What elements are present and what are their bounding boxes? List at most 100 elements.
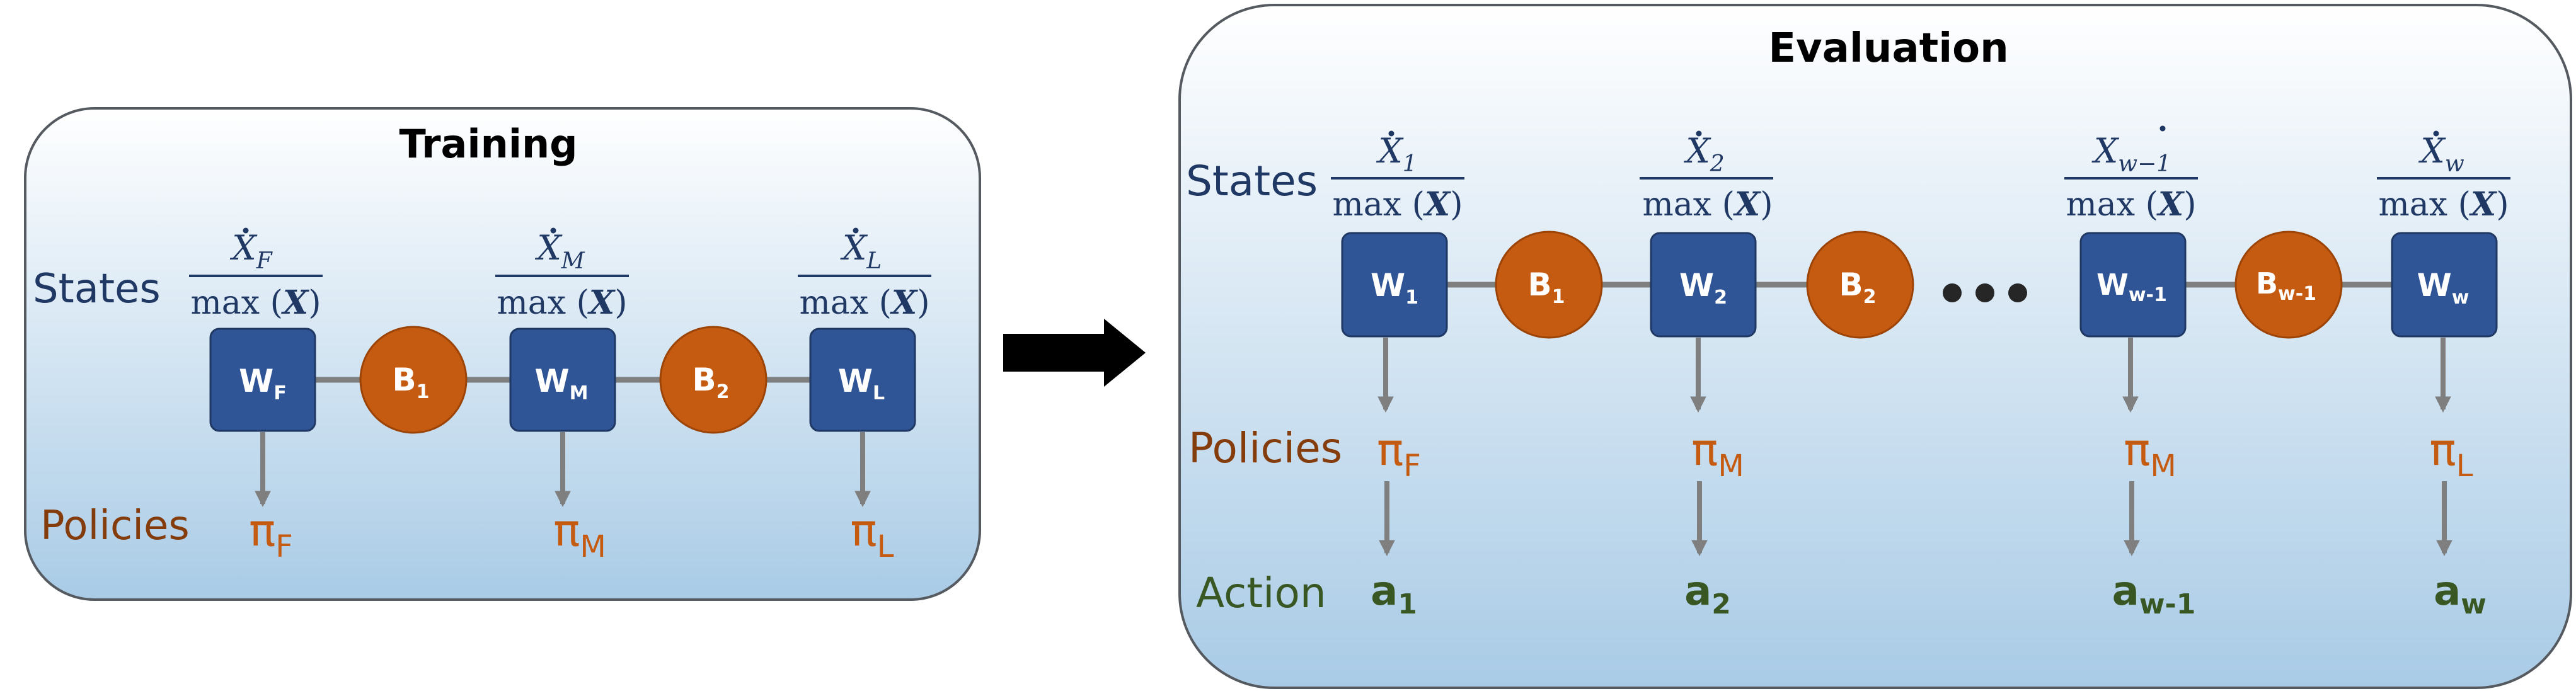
node-sub: 1 bbox=[1552, 286, 1565, 308]
training-node-b-1: B1 bbox=[359, 326, 468, 434]
svg-text:B2: B2 bbox=[1839, 266, 1877, 308]
evaluation-policies-label: Policies bbox=[1188, 424, 1342, 472]
node-sub: 2 bbox=[716, 381, 730, 403]
dot-accent-icon bbox=[550, 227, 556, 234]
svg-text:max (X): max (X) bbox=[799, 283, 929, 322]
evaluation-node-w-w-minus-1: Ww-1 bbox=[2079, 232, 2187, 338]
node-circle bbox=[359, 326, 468, 434]
dot-accent-icon bbox=[2159, 125, 2166, 132]
fraction-denominator-bold: X bbox=[587, 283, 616, 322]
node-box bbox=[209, 328, 316, 432]
evaluation-states-label: States bbox=[1186, 157, 1318, 205]
fraction-numerator: X bbox=[534, 228, 563, 268]
fraction-denominator-bold: X bbox=[2156, 185, 2185, 224]
fraction-denominator-end: ) bbox=[1760, 186, 1773, 224]
svg-text:B1: B1 bbox=[1528, 266, 1565, 308]
node-sub: 1 bbox=[417, 381, 430, 403]
node-sub: w-1 bbox=[2278, 283, 2316, 305]
training-node-w-f: WF bbox=[209, 328, 316, 432]
fraction-denominator-end: ) bbox=[917, 284, 929, 322]
fraction-denominator: max ( bbox=[2378, 186, 2470, 224]
training-fraction-m: XM max (X) bbox=[495, 227, 629, 322]
node-sub: 2 bbox=[1714, 287, 1727, 309]
svg-text:max (X): max (X) bbox=[2378, 185, 2509, 224]
training-fraction-l: XL max (X) bbox=[798, 227, 931, 322]
training-node-b-2: B2 bbox=[659, 326, 768, 434]
evaluation-action-2: a2 bbox=[1684, 568, 1731, 620]
evaluation-action-1: a1 bbox=[1371, 568, 1417, 620]
fraction-denominator: max ( bbox=[190, 284, 282, 322]
svg-text:B2: B2 bbox=[693, 362, 730, 403]
evaluation-action-label: Action bbox=[1196, 569, 1326, 617]
fraction-sub: M bbox=[561, 248, 585, 274]
node-sub: w bbox=[2452, 287, 2470, 309]
svg-text:max (X): max (X) bbox=[1642, 185, 1773, 224]
evaluation-fraction-w-minus-1: Xw−1 max (X) bbox=[2064, 125, 2198, 224]
fraction-denominator: max ( bbox=[799, 284, 891, 322]
svg-text:W1: W1 bbox=[1371, 267, 1418, 309]
evaluation-node-b-w-minus-1: Bw-1 bbox=[2234, 231, 2343, 339]
node-label: W bbox=[1679, 267, 1714, 304]
fraction-denominator-bold: X bbox=[1423, 185, 1452, 224]
node-label: W bbox=[1371, 267, 1405, 304]
fraction-sub: 2 bbox=[1710, 151, 1725, 177]
fraction-denominator: max ( bbox=[2066, 186, 2158, 224]
svg-text:Ww-1: Ww-1 bbox=[2096, 268, 2167, 306]
fraction-denominator: max ( bbox=[497, 284, 589, 322]
svg-text:max (X): max (X) bbox=[497, 283, 627, 322]
svg-text:XF: XF bbox=[229, 228, 273, 274]
dot-accent-icon bbox=[1388, 130, 1394, 137]
evaluation-policy-3: πM bbox=[2124, 424, 2176, 484]
svg-text:WM: WM bbox=[534, 363, 588, 404]
fraction-numerator: X bbox=[2091, 131, 2120, 171]
evaluation-fraction-1: X1 max (X) bbox=[1331, 130, 1464, 224]
evaluation-node-w-w: Ww bbox=[2391, 232, 2498, 338]
svg-text:XM: XM bbox=[534, 228, 585, 274]
evaluation-node-b-2: B2 bbox=[1806, 231, 1914, 339]
node-label: B bbox=[393, 362, 417, 398]
svg-text:Ww: Ww bbox=[2417, 267, 2470, 309]
fraction-sub: 1 bbox=[1403, 151, 1417, 177]
svg-text:X1: X1 bbox=[1376, 131, 1417, 177]
fraction-numerator: X bbox=[1683, 131, 1711, 171]
node-label: B bbox=[693, 362, 716, 398]
ellipsis-icon bbox=[1943, 283, 2027, 302]
evaluation-policy-2: πM bbox=[1691, 424, 1744, 484]
evaluation-policy-1: πF bbox=[1377, 424, 1421, 484]
svg-text:WL: WL bbox=[838, 363, 885, 404]
node-sub: w-1 bbox=[2129, 284, 2167, 306]
training-states-label: States bbox=[33, 266, 161, 312]
fraction-denominator-bold: X bbox=[2469, 185, 2498, 224]
node-label: W bbox=[2096, 268, 2129, 302]
training-title: Training bbox=[399, 121, 577, 167]
svg-text:X2: X2 bbox=[1683, 131, 1724, 177]
svg-text:Xw: Xw bbox=[2418, 131, 2464, 177]
node-label: W bbox=[838, 363, 873, 399]
fraction-sub: L bbox=[866, 248, 882, 274]
fraction-denominator: max ( bbox=[1332, 186, 1424, 224]
evaluation-panel: Evaluation States Policies Action X1 max… bbox=[1178, 4, 2572, 689]
fraction-numerator: X bbox=[1376, 131, 1404, 171]
training-fraction-f: XF max (X) bbox=[189, 227, 323, 322]
node-box bbox=[509, 328, 616, 432]
fraction-denominator: max ( bbox=[1642, 186, 1734, 224]
node-label: B bbox=[1839, 266, 1863, 303]
node-sub: F bbox=[273, 382, 287, 404]
fraction-numerator: X bbox=[229, 228, 258, 268]
svg-text:WF: WF bbox=[239, 363, 287, 404]
dot-accent-icon bbox=[2433, 130, 2439, 137]
node-sub: L bbox=[873, 382, 885, 404]
evaluation-fraction-2: X2 max (X) bbox=[1640, 130, 1773, 224]
node-sub: M bbox=[570, 382, 589, 404]
evaluation-panel-box bbox=[1178, 4, 2572, 689]
node-circle bbox=[1806, 231, 1914, 339]
node-box bbox=[2391, 232, 2498, 338]
training-panel: Training States Policies XF max (X) XM m… bbox=[24, 107, 981, 601]
training-node-w-l: WL bbox=[809, 328, 916, 432]
svg-text:XL: XL bbox=[840, 228, 882, 274]
svg-text:max (X): max (X) bbox=[2066, 185, 2196, 224]
fraction-denominator-bold: X bbox=[890, 283, 919, 322]
svg-text:Xw−1: Xw−1 bbox=[2091, 131, 2171, 177]
node-label: B bbox=[2256, 266, 2278, 300]
